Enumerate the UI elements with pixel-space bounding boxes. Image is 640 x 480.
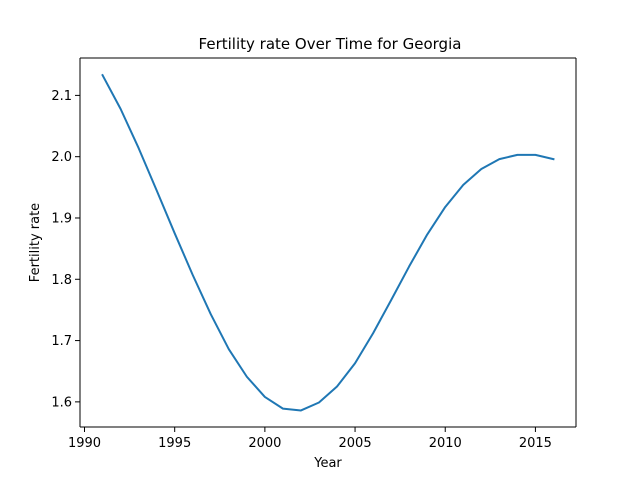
x-axis-ticks: 1990 1995 2000 2005 2010 2015	[68, 427, 552, 451]
series-layer	[101, 73, 555, 412]
y-tick-label: 2.1	[51, 89, 72, 104]
y-tick-label: 1.6	[51, 395, 72, 410]
y-tick-label: 1.8	[51, 273, 72, 288]
x-tick-label: 2010	[429, 436, 462, 451]
x-tick-label: 2000	[248, 436, 281, 451]
y-axis-ticks: 1.6 1.7 1.8 1.9 2.0 2.1	[51, 89, 80, 410]
y-tick-label: 1.7	[51, 334, 72, 349]
y-tick-label: 1.9	[51, 211, 72, 226]
series-line-0	[101, 73, 555, 412]
x-tick-label: 1995	[158, 436, 191, 451]
x-axis-label: Year	[313, 456, 342, 471]
plot-area	[80, 58, 576, 427]
axes-frame	[79, 57, 577, 428]
x-tick-label: 1990	[68, 436, 101, 451]
x-tick-label: 2005	[339, 436, 372, 451]
chart-title: Fertility rate Over Time for Georgia	[199, 35, 462, 53]
y-tick-label: 2.0	[51, 150, 72, 165]
y-axis-label: Fertility rate	[28, 203, 43, 282]
x-tick-label: 2015	[519, 436, 552, 451]
